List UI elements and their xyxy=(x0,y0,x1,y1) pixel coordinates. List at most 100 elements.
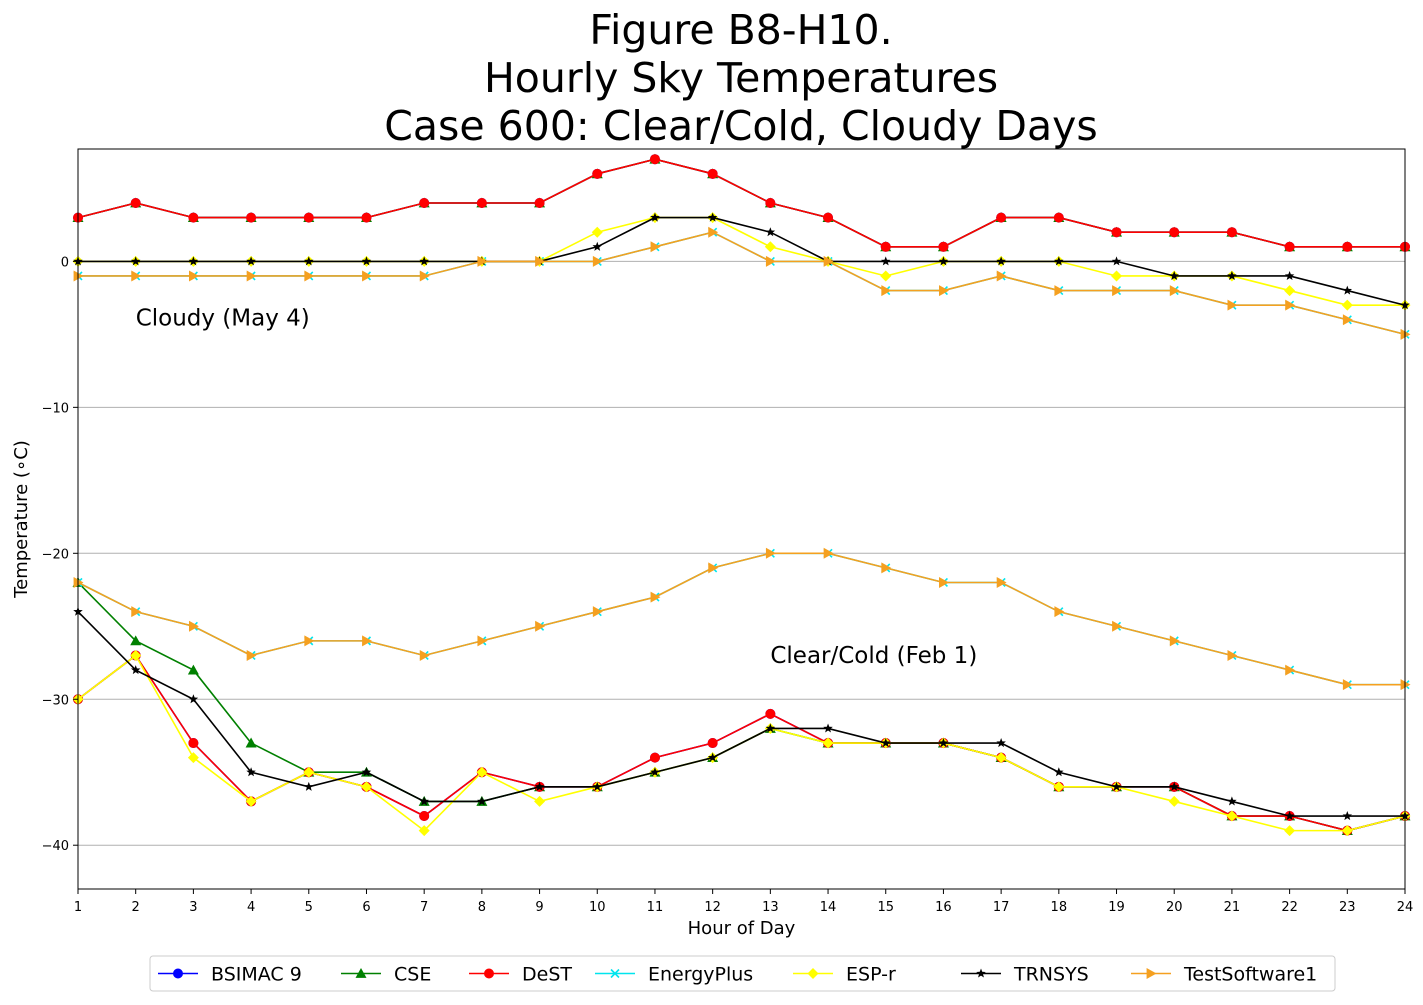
point-clear-5-17 xyxy=(1054,767,1064,777)
point-cloudy-2-18 xyxy=(1111,227,1122,238)
point-cloudy-2-4 xyxy=(303,212,314,223)
point-clear-5-16 xyxy=(996,738,1006,748)
point-cloudy-2-20 xyxy=(1226,227,1237,238)
x-tick-label-12: 13 xyxy=(762,900,779,915)
point-cloudy-5-2 xyxy=(188,256,199,266)
point-clear-5-5 xyxy=(361,767,372,777)
series-line-cloudy-1 xyxy=(77,158,1405,248)
point-cloudy-5-4 xyxy=(304,256,314,266)
series-line-cloudy-6 xyxy=(78,231,1406,336)
series-energyplus xyxy=(73,227,1410,690)
x-tick-label-20: 21 xyxy=(1224,900,1241,915)
legend-label-2: DeST xyxy=(522,964,572,986)
point-clear-5-9 xyxy=(592,781,603,791)
point-clear-6-15 xyxy=(939,576,949,588)
point-cloudy-2-16 xyxy=(996,212,1007,223)
point-clear-5-21 xyxy=(1284,811,1295,821)
point-clear-6-20 xyxy=(1227,649,1238,661)
legend-item-dest: DeST xyxy=(469,964,572,986)
x-tick-label-15: 16 xyxy=(935,900,952,915)
point-clear-1-2 xyxy=(187,664,199,675)
series-dest xyxy=(73,154,1410,836)
series-trnsys xyxy=(73,212,1410,821)
point-cloudy-6-9 xyxy=(592,255,603,267)
point-clear-4-19 xyxy=(1168,795,1180,807)
x-tick-label-16: 17 xyxy=(993,900,1010,915)
point-cloudy-6-7 xyxy=(477,255,488,267)
point-cloudy-6-21 xyxy=(1285,299,1296,311)
point-cloudy-2-8 xyxy=(534,198,545,209)
point-clear-6-9 xyxy=(592,606,603,618)
point-clear-1-3 xyxy=(245,737,257,748)
point-cloudy-2-11 xyxy=(707,168,718,179)
point-cloudy-4-21 xyxy=(1284,285,1296,297)
point-clear-4-13 xyxy=(822,737,834,749)
point-cloudy-5-3 xyxy=(246,256,256,266)
point-clear-2-10 xyxy=(649,752,660,763)
point-cloudy-5-21 xyxy=(1284,270,1295,281)
legend-item-esp-r: ESP-r xyxy=(793,964,896,986)
point-cloudy-2-22 xyxy=(1342,241,1353,252)
point-clear-5-4 xyxy=(304,781,314,791)
point-cloudy-5-12 xyxy=(765,227,776,237)
point-cloudy-6-2 xyxy=(188,270,199,282)
chart-title: Figure B8-H10.Hourly Sky TemperaturesCas… xyxy=(384,6,1097,150)
legend-label-5: TRNSYS xyxy=(1013,964,1089,986)
y-tick-label-1: −10 xyxy=(42,401,69,416)
point-clear-6-22 xyxy=(1342,679,1353,691)
series-bsimac-9 xyxy=(73,154,1410,836)
point-cloudy-5-11 xyxy=(707,212,718,222)
x-tick-label-3: 4 xyxy=(247,900,255,915)
point-cloudy-5-9 xyxy=(592,241,603,251)
point-cloudy-6-22 xyxy=(1342,314,1353,326)
legend-marker-2 xyxy=(484,968,494,979)
x-tick-label-4: 5 xyxy=(305,900,313,915)
point-cloudy-6-23 xyxy=(1400,328,1411,340)
point-clear-5-2 xyxy=(188,694,199,704)
y-tick-label-2: −20 xyxy=(42,547,69,562)
plot-frame xyxy=(77,148,1406,890)
point-cloudy-2-5 xyxy=(361,212,372,223)
point-cloudy-2-6 xyxy=(419,198,430,209)
point-clear-6-5 xyxy=(362,635,372,647)
point-clear-6-8 xyxy=(535,620,546,632)
point-cloudy-6-4 xyxy=(304,270,315,282)
point-clear-5-8 xyxy=(534,781,545,791)
x-tick-label-21: 22 xyxy=(1281,900,1298,915)
point-clear-1-1 xyxy=(130,635,142,646)
point-cloudy-6-12 xyxy=(765,255,776,267)
legend-frame xyxy=(149,955,1336,992)
x-tick-label-14: 15 xyxy=(877,900,894,915)
point-clear-6-4 xyxy=(304,635,315,647)
point-cloudy-6-10 xyxy=(650,241,661,253)
point-cloudy-4-18 xyxy=(1111,270,1123,282)
point-cloudy-5-19 xyxy=(1169,270,1179,281)
point-cloudy-2-19 xyxy=(1169,227,1180,238)
y-tick-label-4: −40 xyxy=(42,839,69,854)
series-line-clear-6 xyxy=(77,552,1405,686)
point-clear-4-17 xyxy=(1053,781,1065,793)
x-tick-label-6: 7 xyxy=(420,900,428,915)
point-cloudy-6-14 xyxy=(881,285,892,297)
y-axis-label: Temperature (∘C) xyxy=(11,440,32,599)
x-tick-label-8: 9 xyxy=(535,900,543,915)
point-clear-5-7 xyxy=(477,796,487,806)
point-clear-5-12 xyxy=(765,723,776,733)
x-tick-label-2: 3 xyxy=(189,900,197,915)
y-tick-label-0: 0 xyxy=(61,255,69,270)
point-clear-6-18 xyxy=(1112,620,1123,632)
x-tick-label-5: 6 xyxy=(362,900,370,915)
point-cloudy-4-12 xyxy=(764,241,776,253)
legend-label-3: EnergyPlus xyxy=(648,964,753,986)
point-clear-5-11 xyxy=(707,752,718,762)
point-clear-4-20 xyxy=(1226,810,1238,822)
point-clear-2-11 xyxy=(707,738,718,749)
x-tick-label-10: 11 xyxy=(647,900,664,915)
point-clear-6-23 xyxy=(1400,679,1411,691)
x-tick-label-23: 24 xyxy=(1397,900,1414,915)
point-clear-5-6 xyxy=(419,796,429,806)
x-tick-label-13: 14 xyxy=(820,900,837,915)
x-tick-label-9: 10 xyxy=(589,900,606,915)
point-clear-6-12 xyxy=(765,547,776,559)
